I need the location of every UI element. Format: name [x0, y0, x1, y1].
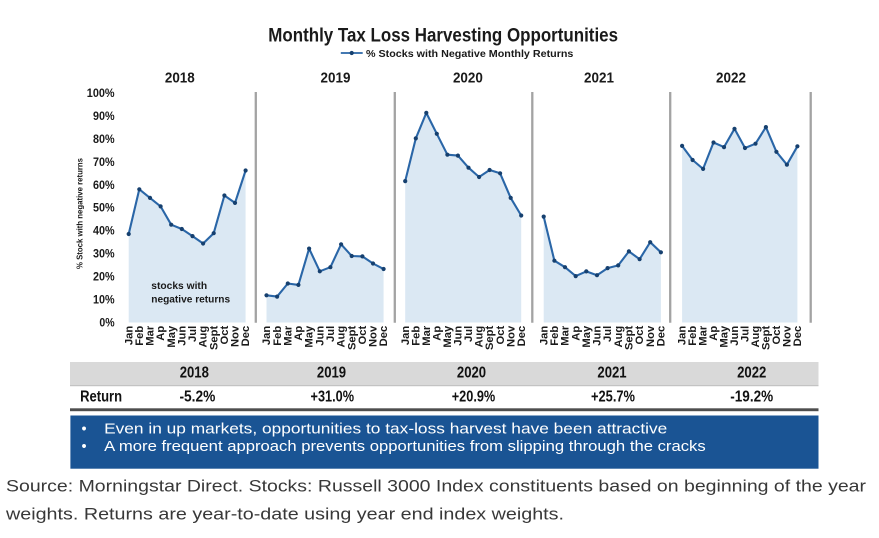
svg-text:Dec: Dec: [516, 326, 528, 347]
svg-text:2018: 2018: [165, 70, 195, 87]
svg-text:Jul: Jul: [187, 326, 199, 342]
svg-text:Ap: Ap: [570, 326, 582, 341]
svg-text:2021: 2021: [584, 70, 614, 87]
svg-text:Jul: Jul: [463, 326, 475, 342]
svg-text:negative returns: negative returns: [151, 293, 230, 305]
svg-text:Dec: Dec: [656, 326, 668, 347]
svg-text:2022: 2022: [716, 70, 746, 87]
svg-text:•: •: [81, 439, 86, 455]
svg-text:-19.2%: -19.2%: [730, 388, 773, 405]
svg-text:+20.9%: +20.9%: [452, 388, 496, 405]
svg-text:Sept: Sept: [484, 326, 496, 351]
svg-text:Ap: Ap: [155, 326, 167, 341]
svg-text:Mar: Mar: [560, 325, 572, 346]
svg-text:Jul: Jul: [602, 326, 614, 342]
svg-text:Jul: Jul: [325, 326, 337, 342]
svg-text:% Stock with negative returns: % Stock with negative returns: [75, 157, 84, 269]
svg-text:Sept: Sept: [346, 326, 358, 351]
svg-text:Mar: Mar: [698, 325, 710, 346]
svg-text:weights. Returns are year-to-d: weights. Returns are year-to-date using …: [5, 505, 564, 524]
svg-text:May: May: [719, 325, 731, 348]
svg-text:Mar: Mar: [282, 325, 294, 346]
svg-text:Sept: Sept: [208, 326, 220, 351]
svg-text:Jan: Jan: [123, 326, 135, 345]
svg-text:30%: 30%: [93, 247, 115, 261]
svg-text:Oct: Oct: [495, 326, 507, 345]
svg-text:Feb: Feb: [687, 326, 699, 346]
svg-text:Aug: Aug: [336, 326, 348, 348]
svg-text:May: May: [442, 325, 454, 348]
svg-text:Dec: Dec: [240, 326, 252, 347]
svg-text:Aug: Aug: [474, 326, 486, 348]
svg-text:Even in up markets, opportunit: Even in up markets, opportunities to tax…: [104, 421, 667, 437]
svg-text:Nov: Nov: [368, 325, 380, 347]
svg-text:Jan: Jan: [677, 326, 689, 345]
svg-text:A more frequent approach preve: A more frequent approach prevents opport…: [104, 439, 706, 455]
svg-text:+31.0%: +31.0%: [311, 388, 355, 405]
svg-text:Jan: Jan: [538, 326, 550, 345]
svg-text:May: May: [166, 325, 178, 348]
svg-text:50%: 50%: [93, 201, 115, 215]
svg-text:Dec: Dec: [792, 326, 804, 347]
svg-text:Mar: Mar: [421, 325, 433, 346]
svg-text:80%: 80%: [93, 132, 115, 146]
svg-text:10%: 10%: [93, 293, 115, 307]
svg-text:90%: 90%: [93, 109, 115, 123]
svg-text:Oct: Oct: [357, 326, 369, 345]
svg-text:100%: 100%: [87, 86, 115, 100]
svg-text:Jun: Jun: [176, 326, 188, 346]
svg-text:May: May: [581, 325, 593, 348]
svg-text:Dec: Dec: [378, 326, 390, 347]
svg-text:Aug: Aug: [750, 326, 762, 348]
svg-text:Nov: Nov: [505, 325, 517, 347]
svg-text:Oct: Oct: [219, 326, 231, 345]
svg-text:Aug: Aug: [198, 326, 210, 348]
svg-text:2019: 2019: [317, 365, 346, 382]
svg-text:-5.2%: -5.2%: [179, 388, 215, 405]
svg-text:0%: 0%: [99, 315, 114, 329]
svg-text:Sept: Sept: [761, 326, 773, 351]
svg-text:+25.7%: +25.7%: [591, 388, 635, 405]
svg-text:Feb: Feb: [410, 326, 422, 346]
svg-text:Monthly Tax Loss Harvesting Op: Monthly Tax Loss Harvesting Opportunitie…: [268, 25, 618, 47]
svg-text:•: •: [81, 421, 86, 437]
svg-text:Feb: Feb: [134, 326, 146, 346]
svg-text:Jan: Jan: [261, 326, 273, 345]
svg-text:Oct: Oct: [634, 326, 646, 345]
svg-text:Feb: Feb: [549, 326, 561, 346]
svg-text:2020: 2020: [453, 70, 483, 87]
svg-text:% Stocks with Negative Monthly: % Stocks with Negative Monthly Returns: [366, 49, 574, 60]
svg-text:Oct: Oct: [771, 326, 783, 345]
svg-text:70%: 70%: [93, 155, 115, 169]
svg-text:2019: 2019: [321, 70, 351, 87]
svg-text:Mar: Mar: [145, 325, 157, 346]
svg-text:2022: 2022: [737, 365, 766, 382]
svg-text:Sept: Sept: [624, 326, 636, 351]
svg-text:60%: 60%: [93, 178, 115, 192]
svg-text:Source: Morningstar Direct. St: Source: Morningstar Direct. Stocks: Russ…: [6, 477, 866, 496]
svg-text:Feb: Feb: [272, 326, 284, 346]
svg-text:Jan: Jan: [400, 326, 412, 345]
svg-text:2021: 2021: [597, 365, 626, 382]
svg-text:2020: 2020: [457, 365, 486, 382]
svg-text:Nov: Nov: [230, 325, 242, 347]
svg-text:Return: Return: [80, 388, 122, 405]
svg-text:Jun: Jun: [729, 326, 741, 346]
svg-text:40%: 40%: [93, 224, 115, 238]
svg-text:Ap: Ap: [431, 326, 443, 341]
svg-text:Nov: Nov: [782, 325, 794, 347]
svg-text:May: May: [304, 325, 316, 348]
svg-text:Jun: Jun: [592, 326, 604, 346]
svg-text:Jun: Jun: [453, 326, 465, 346]
svg-text:Jun: Jun: [314, 326, 326, 346]
svg-text:stocks with: stocks with: [151, 280, 207, 292]
svg-text:Ap: Ap: [293, 326, 305, 341]
svg-text:Aug: Aug: [613, 326, 625, 348]
svg-text:20%: 20%: [93, 270, 115, 284]
svg-text:Ap: Ap: [708, 326, 720, 341]
svg-text:Jul: Jul: [740, 326, 752, 342]
svg-text:2018: 2018: [180, 365, 209, 382]
svg-text:Nov: Nov: [645, 325, 657, 347]
